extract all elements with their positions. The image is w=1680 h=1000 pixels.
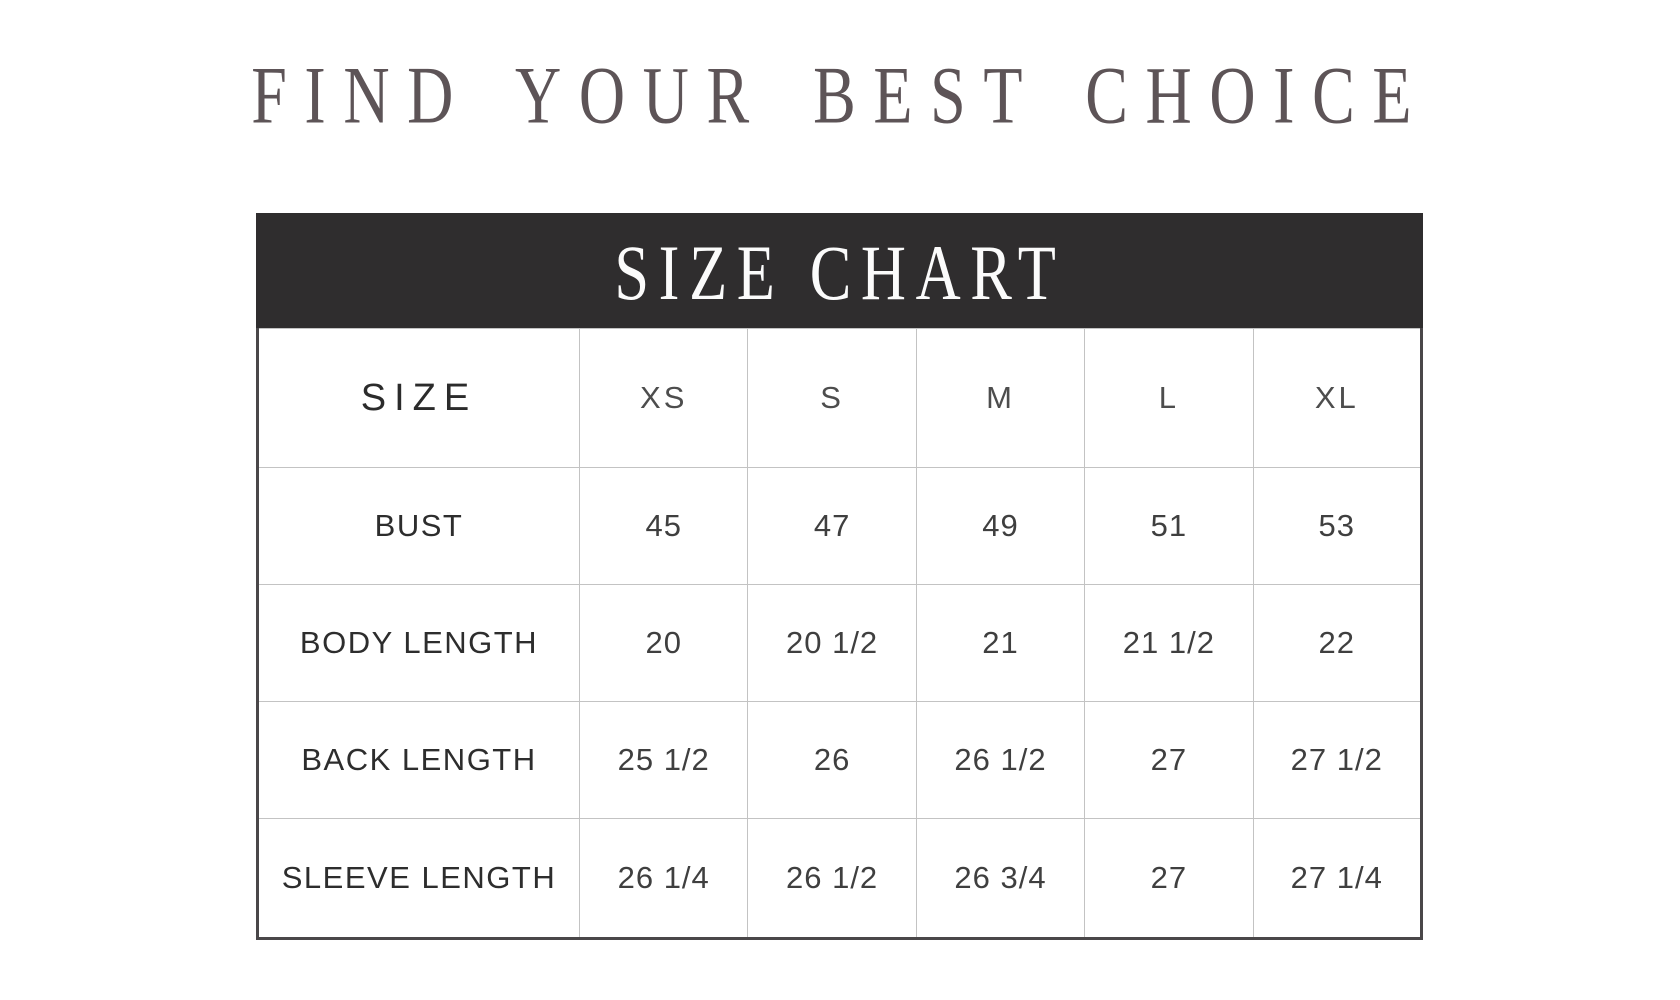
table-row-sleeve-length: SLEEVE LENGTH 26 1/4 26 1/2 26 3/4 27 27… <box>257 817 1423 940</box>
cell: 25 1/2 <box>578 700 749 819</box>
cell: 20 1/2 <box>747 584 917 702</box>
cell: 26 1/4 <box>578 817 749 940</box>
cell: 49 <box>915 467 1086 585</box>
column-header-xs: XS <box>578 327 749 469</box>
size-table: SIZE XS S M L XL BUST 45 47 49 51 53 BOD… <box>256 327 1423 940</box>
row-label-cell: BACK LENGTH <box>257 700 580 819</box>
cell: 51 <box>1084 467 1254 585</box>
column-header-l: L <box>1084 327 1254 469</box>
cell: 45 <box>578 467 749 585</box>
cell: 26 <box>747 700 917 819</box>
cell: 20 <box>578 584 749 702</box>
table-row-body-length: BODY LENGTH 20 20 1/2 21 21 1/2 22 <box>257 584 1423 702</box>
row-label-cell: BODY LENGTH <box>257 584 580 702</box>
cell: 26 3/4 <box>915 817 1086 940</box>
page-title: FIND YOUR BEST CHOICE <box>251 51 1429 141</box>
column-header-m: M <box>915 327 1086 469</box>
cell: 27 <box>1084 817 1254 940</box>
column-header-s: S <box>747 327 917 469</box>
size-chart-banner-label: SIZE CHART <box>613 228 1066 316</box>
cell: 27 1/2 <box>1252 700 1423 819</box>
cell: 26 1/2 <box>747 817 917 940</box>
cell: 21 <box>915 584 1086 702</box>
cell: 22 <box>1252 584 1423 702</box>
cell: 26 1/2 <box>915 700 1086 819</box>
cell: 27 <box>1084 700 1254 819</box>
size-header-cell: SIZE <box>257 327 580 469</box>
column-header-xl: XL <box>1252 327 1423 469</box>
cell: 27 1/4 <box>1252 817 1423 940</box>
table-row-back-length: BACK LENGTH 25 1/2 26 26 1/2 27 27 1/2 <box>257 700 1423 819</box>
table-row-bust: BUST 45 47 49 51 53 <box>257 467 1423 585</box>
cell: 21 1/2 <box>1084 584 1254 702</box>
row-label-cell: SLEEVE LENGTH <box>257 817 580 940</box>
cell: 53 <box>1252 467 1423 585</box>
cell: 47 <box>747 467 917 585</box>
table-header-row: SIZE XS S M L XL <box>257 327 1423 469</box>
size-chart: SIZE CHART SIZE XS S M L XL BUST 45 <box>256 213 1423 940</box>
page-title-wrap: FIND YOUR BEST CHOICE <box>0 51 1680 141</box>
row-label-cell: BUST <box>257 467 580 585</box>
size-header-label: SIZE <box>360 376 478 419</box>
size-chart-banner: SIZE CHART <box>256 213 1423 328</box>
